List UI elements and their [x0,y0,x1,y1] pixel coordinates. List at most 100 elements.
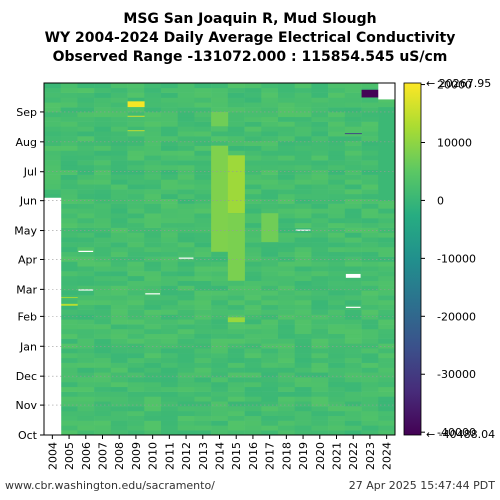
heatmap-cell [94,261,112,267]
heatmap-cell [211,295,229,301]
heatmap-cell [194,410,212,417]
heatmap-cell [144,338,162,344]
heatmap-cell [244,333,262,339]
heatmap-cell [77,357,95,363]
heatmap-cell [127,256,145,262]
heatmap-cell [77,362,95,368]
heatmap-cell [328,343,346,349]
heatmap-cell [344,246,362,253]
heatmap-cell [328,213,346,219]
heatmap-cell [94,189,112,195]
heatmap-cell [211,362,229,368]
heatmap-cell [60,299,78,306]
heatmap-cell [161,140,179,146]
heatmap-cell [177,251,195,257]
heatmap-cell [177,218,195,224]
heatmap-cell [378,338,396,344]
heatmap-cell [177,222,195,228]
heatmap-cell [77,396,95,402]
heatmap-cell [311,237,329,243]
heatmap-cell [144,246,162,253]
heatmap-cell [211,266,229,272]
heatmap-cell [194,83,212,89]
heatmap-cell [227,338,245,344]
heatmap-cell [361,348,379,354]
heatmap-cell [344,261,362,267]
heatmap-cell [110,319,128,325]
heatmap-cell [211,299,229,306]
heatmap-cell [361,430,379,436]
heatmap-cell [161,145,179,151]
x-tick-label: 2018 [280,442,293,470]
heatmap-cell [378,353,396,359]
heatmap-cell [127,396,145,402]
heatmap-cell [127,338,145,344]
heatmap-cell [361,102,379,108]
heatmap-cell [110,314,128,320]
heatmap-cell [294,386,312,392]
heatmap-cell [127,237,145,243]
heatmap-cell [227,410,245,417]
heatmap-cell [211,309,229,315]
heatmap-cell [244,97,262,103]
heatmap-cell [227,333,245,339]
heatmap-cell [127,179,145,185]
heatmap-cell [161,87,179,93]
heatmap-cell [244,189,262,195]
x-tick-label: 2023 [364,442,377,470]
heatmap-cell [177,319,195,325]
heatmap-cell [278,184,296,190]
heatmap-cell [44,193,62,200]
heatmap-cell [144,266,162,272]
heatmap-cell [77,102,95,108]
heatmap-cell [144,116,162,122]
heatmap-cell [261,430,279,436]
heatmap-cell [378,295,396,301]
heatmap-cell [311,353,329,359]
heatmap-cell [94,107,112,113]
heatmap-cell [261,92,279,98]
heatmap-cell [177,83,195,89]
heatmap-cell [244,126,262,132]
heatmap-cell [278,227,296,233]
heatmap-cell [294,189,312,195]
heatmap-cell [110,271,128,277]
heatmap-cell [177,174,195,180]
heatmap-cell [110,227,128,233]
heatmap-cell [361,150,379,156]
heatmap-cell [161,377,179,383]
heatmap-cell [77,121,95,127]
heatmap-cell [110,348,128,354]
heatmap-cell [127,213,145,219]
heatmap-cell [177,401,195,407]
heatmap-cell [361,232,379,238]
heatmap-cell [344,377,362,383]
heatmap-cell [344,275,362,281]
heatmap-cell [344,314,362,320]
heatmap-cell [161,92,179,98]
heatmap-cell [261,126,279,132]
heatmap-cell [77,140,95,146]
heatmap-cell [244,377,262,383]
heatmap-cell [378,97,396,103]
heatmap-cell [44,136,62,142]
heatmap-cell [60,280,78,286]
heatmap-cell [110,189,128,195]
x-tick-label: 2017 [264,442,277,470]
heatmap-cell [294,328,312,335]
heatmap-cell [94,425,112,431]
heatmap-cell [344,174,362,180]
heatmap-cell [161,131,179,137]
heatmap-cell [177,295,195,301]
heatmap-cell [278,136,296,142]
heatmap-cell [311,102,329,108]
heatmap-cell [278,92,296,98]
heatmap-cell [244,357,262,363]
heatmap-cell [227,357,245,363]
heatmap-cell [110,406,128,412]
heatmap-cell [278,189,296,195]
heatmap-cell [311,92,329,98]
y-tick-label: Mar [16,283,37,296]
heatmap-cell [328,246,346,253]
heatmap-cell [60,97,78,103]
